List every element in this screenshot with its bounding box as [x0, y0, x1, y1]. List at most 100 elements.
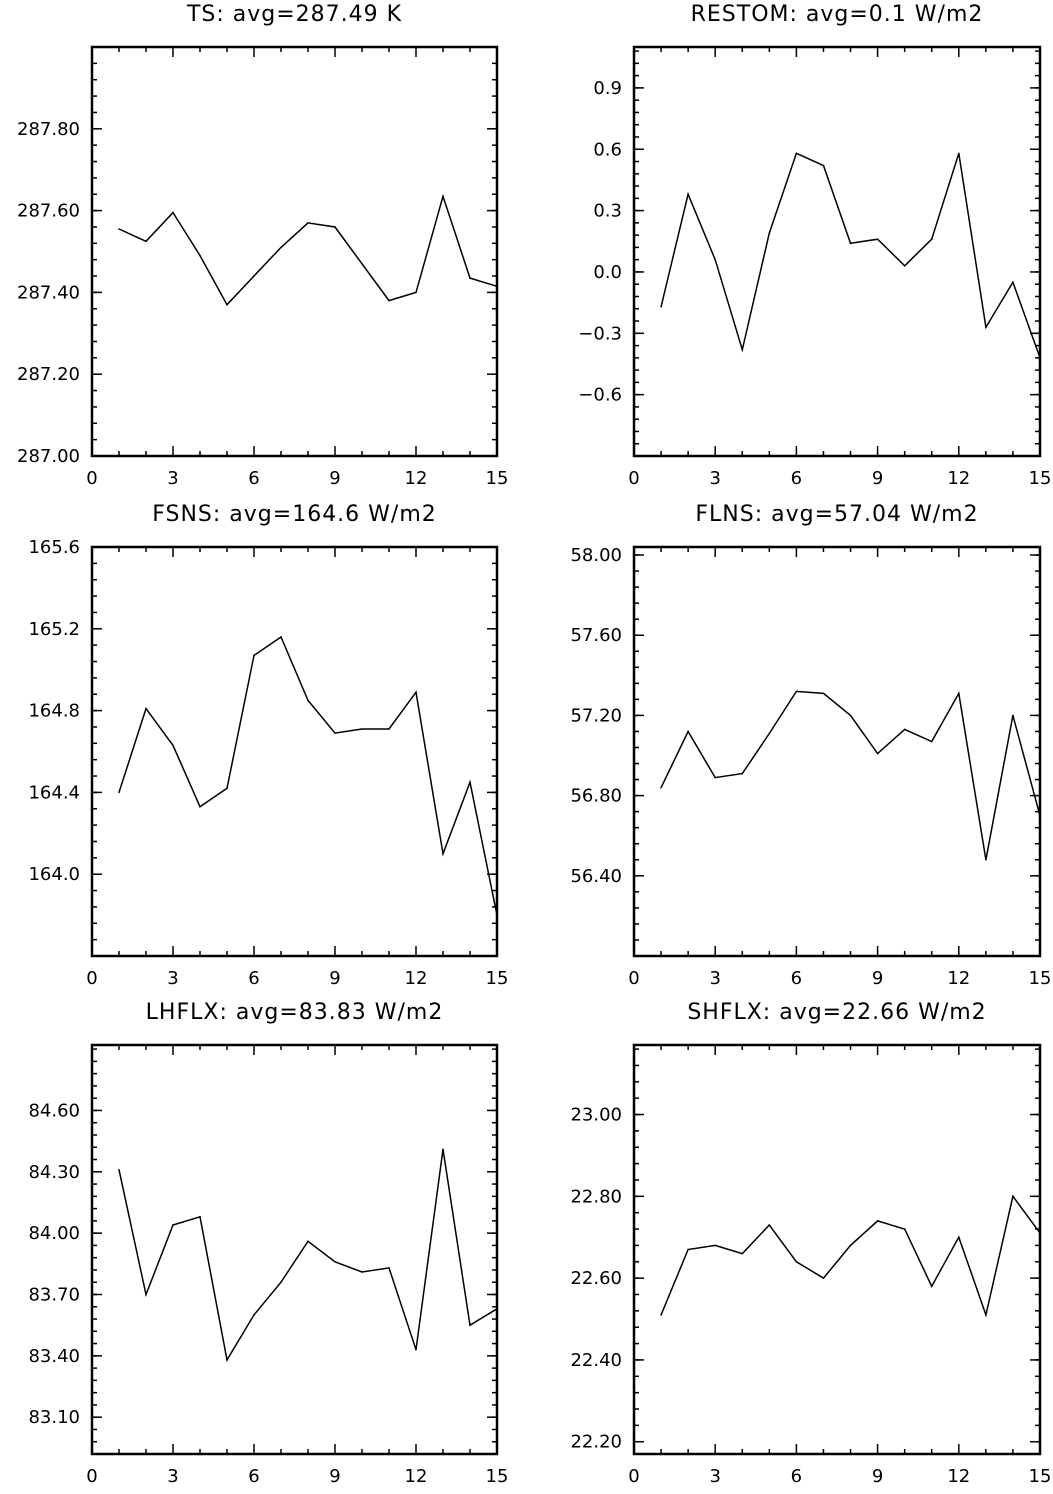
- data-point: [822, 1277, 825, 1279]
- y-tick-label: 83.70: [28, 1284, 80, 1305]
- data-point: [687, 730, 689, 733]
- data-point: [849, 242, 852, 245]
- data-point: [795, 690, 798, 693]
- y-tick-label: 84.00: [28, 1223, 80, 1244]
- y-tick-label: 22.40: [570, 1350, 622, 1371]
- data-point: [903, 728, 906, 731]
- data-point: [172, 211, 174, 214]
- data-point: [388, 299, 390, 302]
- chart-panel-3: FSNS: avg=164.6 W/m2 0 3 6 9 12 15 164.0 164.4 16…: [28, 502, 508, 989]
- data-point: [795, 1260, 798, 1263]
- data-point: [876, 752, 879, 755]
- x-tick-label: 9: [872, 1466, 883, 1487]
- x-tick-label: 6: [791, 468, 802, 489]
- data-point: [741, 348, 744, 351]
- data-point: [307, 1240, 309, 1243]
- data-point: [714, 1244, 716, 1247]
- y-tick-label: 58.00: [570, 545, 622, 566]
- chart-title: SHFLX: avg=22.66 W/m2: [687, 1000, 986, 1025]
- data-point: [199, 805, 201, 808]
- data-point: [226, 787, 228, 790]
- data-point: [687, 1248, 689, 1251]
- x-tick-label: 12: [947, 1466, 970, 1487]
- data-point: [145, 707, 147, 710]
- data-point: [930, 740, 933, 743]
- x-tick-label: 9: [872, 968, 883, 989]
- data-point: [958, 152, 960, 155]
- y-tick-label: 287.00: [17, 446, 80, 467]
- x-tick-label: 12: [405, 468, 428, 489]
- plot-frame: [90, 545, 499, 958]
- y-tick-label: 287.20: [17, 364, 80, 385]
- chart-panel-6: SHFLX: avg=22.66 W/m2 0 3 6 9 12 15 22.20 22.40 2…: [570, 1000, 1051, 1487]
- y-tick-label: 22.60: [570, 1268, 622, 1289]
- x-tick-label: 9: [329, 468, 340, 489]
- data-point: [172, 744, 174, 747]
- x-tick-label: 0: [86, 968, 97, 989]
- data-point: [985, 858, 987, 861]
- data-point: [199, 1215, 201, 1218]
- data-point: [768, 232, 771, 234]
- x-tick-label: 6: [791, 1466, 802, 1487]
- data-point: [985, 1314, 987, 1316]
- data-point: [1039, 357, 1041, 359]
- x-tick-label: 0: [86, 1466, 97, 1487]
- data-point: [660, 305, 662, 308]
- y-tick-label: 165.2: [28, 619, 80, 640]
- data-point: [822, 692, 825, 695]
- x-tick-label: 9: [329, 968, 340, 989]
- plot-frame: [632, 1043, 1042, 1456]
- data-point: [334, 1260, 336, 1263]
- x-tick-label: 12: [947, 968, 970, 989]
- x-tick-label: 0: [628, 468, 639, 489]
- data-point: [253, 1314, 255, 1316]
- data-point: [1012, 714, 1014, 717]
- y-tick-label: 56.40: [570, 866, 622, 887]
- data-point: [334, 226, 336, 228]
- chart-panel-5: LHFLX: avg=83.83 W/m2 0 3 6 9 12 15 83.10 83.40 8…: [28, 1000, 508, 1487]
- y-tick-label: 83.10: [28, 1407, 80, 1428]
- data-point: [172, 1224, 174, 1226]
- x-tick-label: 15: [486, 468, 509, 489]
- data-point: [496, 285, 498, 288]
- x-tick-label: 12: [947, 468, 970, 489]
- x-tick-label: 6: [248, 468, 259, 489]
- y-tick-label: 84.60: [28, 1100, 80, 1121]
- data-point: [280, 1281, 282, 1284]
- data-point: [118, 228, 120, 230]
- data-point: [958, 1236, 960, 1239]
- data-point: [849, 1244, 852, 1247]
- data-point: [361, 262, 363, 265]
- chart-panel-4: FLNS: avg=57.04 W/m2 0 3 6 9 12 15 56.40 56.80 57…: [570, 502, 1051, 989]
- x-tick-label: 3: [709, 468, 720, 489]
- x-tick-label: 0: [628, 1466, 639, 1487]
- plot-frame: [90, 1043, 499, 1456]
- y-tick-label: 57.20: [570, 705, 622, 726]
- data-point: [714, 258, 716, 261]
- series-line: [118, 1149, 498, 1362]
- chart-title: LHFLX: avg=83.83 W/m2: [146, 1000, 444, 1025]
- y-tick-label: 83.40: [28, 1346, 80, 1367]
- x-tick-label: 9: [329, 1466, 340, 1487]
- x-tick-label: 3: [167, 1466, 178, 1487]
- data-point: [660, 786, 662, 789]
- y-tick-label: 287.60: [17, 201, 80, 222]
- y-tick-label: 287.80: [17, 119, 80, 140]
- chart-panel-2: RESTOM: avg=0.1 W/m2 0 3 6 9 12 15 −0.6 −0.3 0.0 0…: [578, 2, 1051, 489]
- plot-frame: [632, 545, 1042, 958]
- data-point: [145, 240, 147, 243]
- y-tick-label: 56.80: [570, 786, 622, 807]
- data-point: [415, 691, 417, 693]
- data-point: [469, 277, 471, 279]
- x-tick-label: 6: [248, 968, 259, 989]
- y-tick-label: −0.6: [578, 385, 622, 406]
- chart-title: FLNS: avg=57.04 W/m2: [695, 502, 978, 527]
- y-tick-label: −0.3: [578, 323, 622, 344]
- y-tick-label: 0.6: [593, 139, 622, 160]
- data-point: [118, 791, 120, 794]
- data-point: [253, 275, 255, 277]
- series-line: [660, 1194, 1041, 1318]
- data-point: [1039, 814, 1041, 817]
- data-point: [361, 1271, 363, 1273]
